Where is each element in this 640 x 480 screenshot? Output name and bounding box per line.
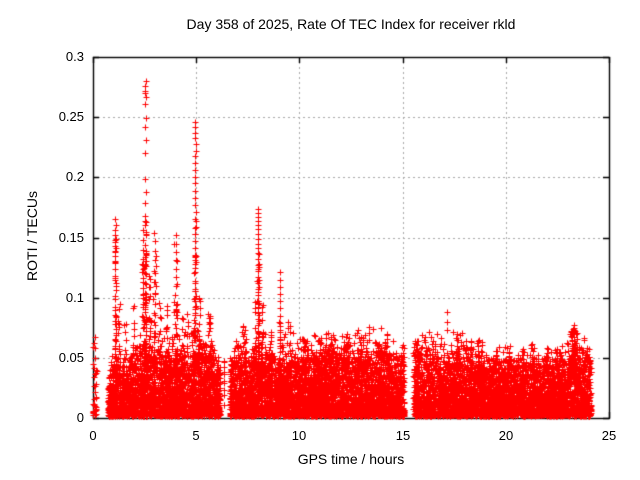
x-tick-label: 5 [192,428,200,443]
y-tick-label: 0.05 [58,350,84,365]
y-tick-label: 0 [76,410,84,425]
y-tick-label: 0.15 [58,230,84,245]
x-tick-label: 15 [395,428,411,443]
chart-title: Day 358 of 2025, Rate Of TEC Index for r… [186,16,516,32]
x-tick-label: 10 [291,428,307,443]
y-tick-label: 0.2 [65,169,84,184]
x-axis-label: GPS time / hours [297,451,405,467]
x-tick-label: 0 [89,428,97,443]
y-tick-label: 0.1 [65,290,84,305]
y-tick-label: 0.3 [65,49,84,64]
y-tick-label: 0.25 [58,109,84,124]
x-tick-label: 20 [498,428,514,443]
x-tick-label: 25 [601,428,617,443]
